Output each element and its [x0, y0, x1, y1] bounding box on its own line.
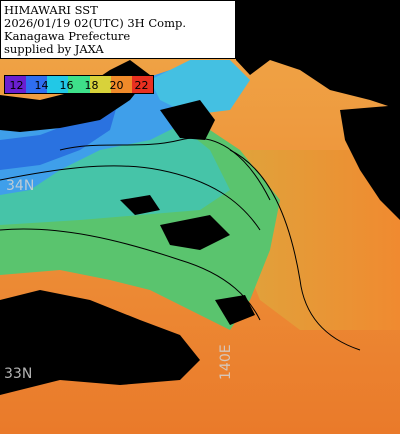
scale-color-segment	[89, 76, 111, 93]
longitude-label-140: 140E	[218, 344, 234, 380]
latitude-label-34: 34N	[6, 178, 35, 194]
product-title: HIMAWARI SST	[4, 3, 98, 17]
scale-label: 12	[9, 78, 24, 92]
sst-contour	[0, 165, 261, 231]
sst-contour	[59, 137, 271, 201]
scale-label: 14	[34, 78, 49, 92]
scale-color-segment	[68, 76, 90, 93]
region-name: Kanagawa Prefecture	[4, 29, 131, 43]
scale-label: 20	[109, 78, 124, 92]
sst-contour	[229, 149, 361, 351]
land-mainland	[236, 0, 400, 110]
sst-contour	[0, 228, 261, 321]
info-panel: HIMAWARI SST 2026/01/19 02(UTC) 3H Comp.…	[0, 0, 236, 59]
cloud-south	[0, 290, 200, 395]
credit: supplied by JAXA	[4, 42, 104, 56]
scale-label: 22	[134, 78, 149, 92]
latitude-label-33: 33N	[4, 366, 33, 382]
cloud-island-2	[120, 195, 160, 215]
bay-water	[150, 60, 250, 115]
scale-color-segment	[110, 76, 132, 93]
scale-color-segment	[26, 76, 48, 93]
land-boso	[160, 100, 215, 140]
scale-color-segment	[47, 76, 69, 93]
color-scale-labels: 12 14 16 18 20 22	[4, 76, 154, 94]
color-scale	[4, 75, 154, 94]
land-east	[340, 105, 400, 220]
scale-color-segment	[131, 76, 153, 93]
scale-label: 18	[84, 78, 99, 92]
scale-label: 16	[59, 78, 74, 92]
timestamp: 2026/01/19 02(UTC) 3H Comp.	[4, 16, 187, 30]
cloud-island-3	[215, 295, 255, 325]
cloud-island-1	[160, 215, 230, 250]
scale-color-segment	[5, 76, 27, 93]
